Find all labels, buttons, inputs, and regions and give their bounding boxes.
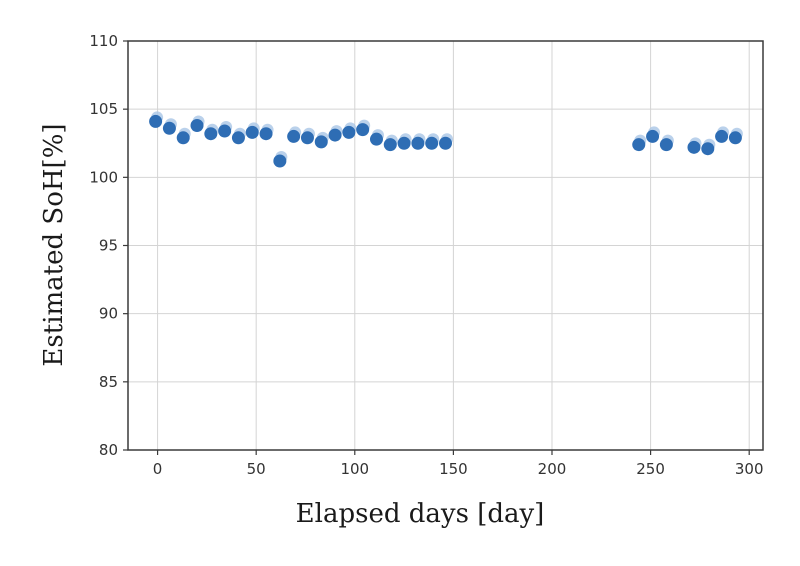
plot-frame: [127, 40, 764, 451]
x-tick-label: 100: [340, 460, 369, 478]
y-tick-label: 110: [89, 32, 118, 50]
y-axis-title: Estimated SoH[%]: [39, 123, 69, 366]
grid-lines: [128, 40, 763, 451]
data-point: [397, 136, 411, 150]
y-tick-label: 100: [89, 168, 118, 186]
data-point: [149, 114, 163, 128]
y-tick-label: 90: [99, 305, 118, 323]
data-point: [659, 138, 673, 152]
data-point: [287, 129, 301, 143]
data-point: [218, 124, 232, 138]
data-point: [715, 129, 729, 143]
data-point: [259, 127, 273, 141]
data-point: [439, 136, 452, 150]
data-point: [190, 119, 204, 133]
x-tick-label: 300: [735, 460, 764, 478]
data-point: [245, 125, 259, 139]
x-tick-label: 150: [439, 460, 468, 478]
data-point: [632, 138, 646, 152]
data-point: [728, 131, 742, 145]
x-tick-label: 250: [636, 460, 665, 478]
data-point: [369, 132, 383, 146]
y-tick-label: 85: [99, 373, 118, 391]
data-point: [411, 136, 425, 150]
data-point: [383, 138, 397, 152]
x-tick-label: 50: [247, 460, 266, 478]
x-tick-label: 0: [153, 460, 163, 478]
data-point: [300, 131, 314, 145]
data-point: [314, 135, 328, 149]
data-point: [273, 154, 287, 168]
data-point: [342, 125, 356, 139]
x-tick-label: 200: [538, 460, 567, 478]
data-point: [646, 129, 660, 143]
data-point: [701, 142, 715, 156]
data-point: [687, 140, 701, 154]
data-points: [149, 111, 743, 168]
data-point: [425, 136, 439, 150]
data-point: [231, 131, 245, 145]
data-point: [176, 131, 190, 145]
y-tick-label: 95: [99, 237, 118, 255]
y-tick-label: 80: [99, 441, 118, 459]
x-axis-title: Elapsed days [day]: [296, 499, 545, 529]
data-point: [356, 123, 370, 137]
data-point: [162, 121, 176, 135]
y-tick-label: 105: [89, 100, 118, 118]
axis-ticks: 0 50 100 150 200 250 300 80 85 90 95 100 105 110: [89, 32, 763, 478]
data-point: [328, 128, 342, 142]
data-point: [204, 127, 218, 141]
